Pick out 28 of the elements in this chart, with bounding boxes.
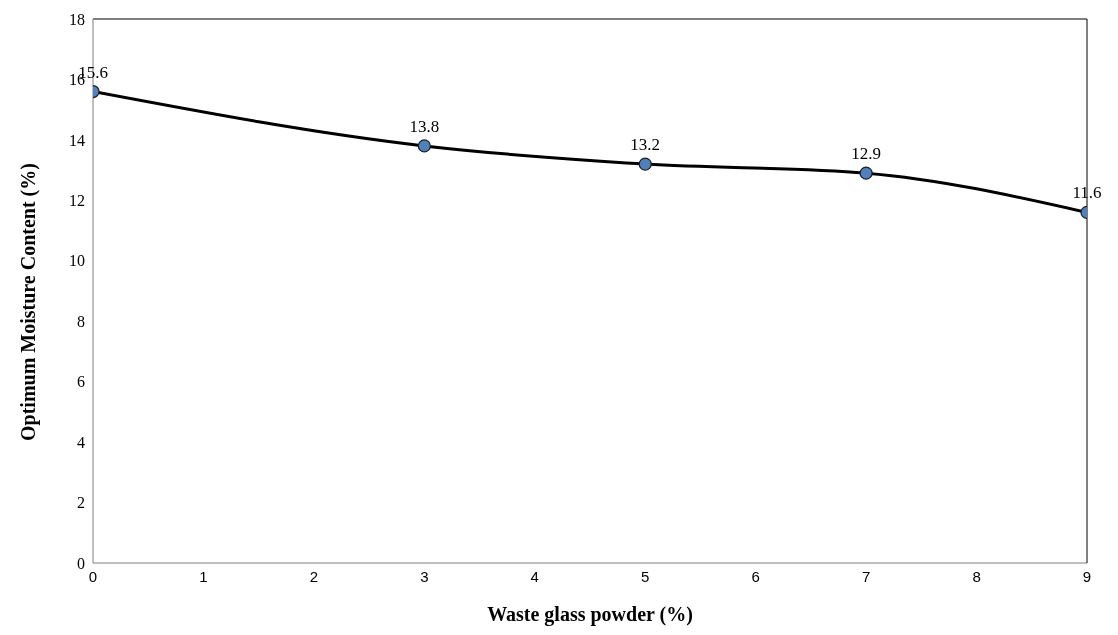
data-label: 13.2 bbox=[630, 135, 661, 155]
x-tick-label: 0 bbox=[88, 567, 98, 585]
point bbox=[638, 157, 652, 171]
y-tick-label: 6 bbox=[77, 373, 85, 391]
x-tick-label: 1 bbox=[199, 567, 208, 585]
point bbox=[859, 166, 873, 180]
data-label: 13.8 bbox=[409, 116, 440, 136]
point bbox=[417, 139, 431, 153]
y-tick-label: 10 bbox=[69, 252, 85, 270]
x-tick-label: 3 bbox=[420, 567, 429, 585]
y-tick-label: 14 bbox=[69, 131, 85, 149]
y-tick-label: 18 bbox=[69, 10, 85, 28]
y-tick-label: 0 bbox=[77, 554, 85, 572]
x-tick-label: 8 bbox=[972, 567, 981, 585]
x-tick-label: 5 bbox=[641, 567, 650, 585]
y-tick-label: 8 bbox=[77, 312, 85, 330]
y-tick-label: 12 bbox=[69, 192, 85, 210]
x-axis-title: Waste glass powder (%) bbox=[487, 603, 693, 626]
x-tick-label: 6 bbox=[751, 567, 760, 585]
x-tick-label: 2 bbox=[309, 567, 319, 585]
y-tick-label: 4 bbox=[77, 433, 85, 451]
data-label: 12.9 bbox=[851, 144, 881, 164]
y-axis-title: Optimum Moisture Content (%) bbox=[17, 163, 41, 441]
y-tick-label: 2 bbox=[77, 494, 85, 512]
x-tick-label: 7 bbox=[861, 567, 871, 585]
x-tick-label: 4 bbox=[530, 567, 539, 585]
x-tick-label: 9 bbox=[1082, 567, 1092, 585]
data-label: 11.6 bbox=[1072, 183, 1102, 203]
